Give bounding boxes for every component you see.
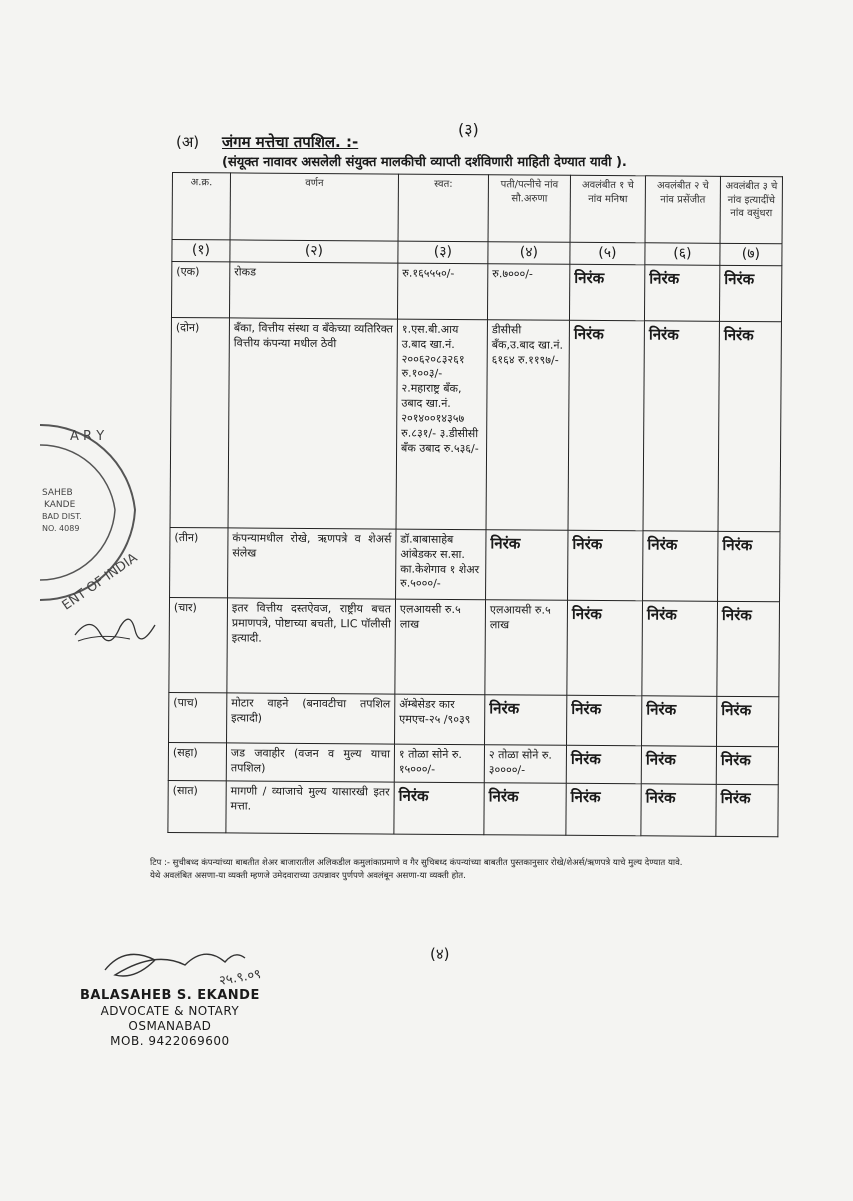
cell-desc: बँका, वित्तीय संस्था व बँकेच्या व्यतिरिक… bbox=[228, 317, 398, 529]
cell-spouse: निरंक bbox=[483, 782, 567, 836]
cell-self: १.एस.बी.आय उ.बाद खा.नं. २००६२०८३२६१ रु.१… bbox=[396, 318, 488, 530]
cell-spouse: २ तोळा सोने रु. ३००००/- bbox=[484, 744, 567, 784]
cell-no: (सहा) bbox=[168, 742, 227, 781]
cell-spouse: रु.७०००/- bbox=[487, 263, 570, 321]
cell-dep1: निरंक bbox=[565, 783, 642, 836]
column-number: (५) bbox=[569, 242, 646, 265]
table-row: (पाच) मोटार वाहने (बनावटीचा तपशिल इत्यादी… bbox=[168, 692, 779, 747]
cell-dep3: निरंक bbox=[716, 696, 779, 747]
table-row: (एक) रोकड रु.१६५५५०/- रु.७०००/- निरंक निरंक नि… bbox=[171, 261, 782, 322]
table-header-row: अ.क्र. वर्णन स्वत: पती/पत्नीचे नांव सौ.अ… bbox=[172, 172, 783, 244]
cell-spouse: निरंक bbox=[485, 529, 569, 601]
cell-no: (पाच) bbox=[168, 692, 227, 743]
cell-dep1: निरंक bbox=[566, 600, 643, 696]
cell-no: (दोन) bbox=[170, 317, 230, 528]
cell-dep2: निरंक bbox=[643, 320, 720, 532]
cell-dep2: निरंक bbox=[640, 783, 717, 837]
column-number: (१) bbox=[171, 239, 231, 262]
header-cell: पती/पत्नीचे नांव सौ.अरुणा bbox=[488, 174, 571, 243]
table-row: (चार) इतर वित्तीय दस्तऐवज, राष्ट्रीय बचत … bbox=[168, 597, 780, 697]
cell-no: (एक) bbox=[171, 261, 230, 318]
svg-text:NO. 4089: NO. 4089 bbox=[42, 524, 79, 533]
header-cell: अवलंबीत १ चे नांव मनिषा bbox=[570, 175, 646, 243]
cell-self: डॉ.बाबासाहेब आंबेडकर स.सा. का.केशेगाव १ … bbox=[395, 528, 487, 600]
page-number-top: (३) bbox=[458, 120, 479, 139]
cell-self: १ तोळा सोने रु. १५०००/- bbox=[394, 743, 485, 783]
column-number: (२) bbox=[229, 239, 399, 263]
cell-spouse: निरंक bbox=[484, 694, 567, 746]
cell-no: (चार) bbox=[168, 597, 228, 693]
notary-title: ADVOCATE & NOTARY bbox=[100, 1004, 240, 1019]
cell-dep2: निरंक bbox=[641, 695, 717, 747]
movable-assets-table: अ.क्र. वर्णन स्वत: पती/पत्नीचे नांव सौ.अ… bbox=[167, 172, 783, 837]
cell-dep3: निरंक bbox=[717, 531, 781, 602]
cell-dep3: निरंक bbox=[718, 321, 782, 532]
column-number: (४) bbox=[487, 241, 571, 265]
cell-desc: कंपन्यामधील रोखे, ऋणपत्रे व शेअर्स संलेख bbox=[227, 527, 397, 599]
cell-desc: जड जवाहीर (वजन व मुल्य याचा तपशिल) bbox=[226, 742, 395, 782]
cell-dep1: निरंक bbox=[569, 264, 645, 321]
header-cell: अवलंबीत २ चे नांव प्रसेंजीत bbox=[645, 175, 721, 244]
notary-mobile: MOB. 9422069600 bbox=[110, 1034, 230, 1049]
footnote-line: टिप :- सुचीबध्द कंपन्यांच्या बाबतीत शेअर… bbox=[150, 858, 683, 868]
cell-spouse: डीसीसी बँक,उ.बाद खा.नं. ६१६४ रु.११९७/- bbox=[486, 319, 570, 531]
cell-dep1: निरंक bbox=[566, 695, 642, 746]
cell-dep2: निरंक bbox=[644, 264, 720, 322]
column-number: (७) bbox=[719, 243, 783, 266]
cell-spouse: एलआयसी रु.५ लाख bbox=[484, 599, 568, 696]
cell-desc: मागणी / व्याजाचे मुल्य यासारखी इतर मत्ता… bbox=[225, 780, 395, 834]
cell-dep2: निरंक bbox=[642, 530, 719, 602]
column-number: (६) bbox=[644, 242, 721, 266]
header-cell: अवलंबीत ३ चे नांव इत्यादींचे नांव वसुंधर… bbox=[720, 176, 783, 244]
svg-text:KANDE: KANDE bbox=[44, 500, 76, 510]
cell-self: एलआयसी रु.५ लाख bbox=[394, 598, 486, 695]
cell-desc: मोटार वाहने (बनावटीचा तपशिल इत्यादी) bbox=[226, 692, 395, 744]
signature-left bbox=[74, 618, 156, 642]
section-title: जंगम मत्तेचा तपशिल. :- bbox=[222, 133, 359, 151]
notary-block: BALASAHEB S. EKANDE ADVOCATE & NOTARY OS… bbox=[80, 988, 260, 1049]
cell-dep1: निरंक bbox=[566, 745, 642, 784]
table-row: (सात) मागणी / व्याजाचे मुल्य यासारखी इतर … bbox=[167, 780, 779, 837]
notary-stamp: A R Y SAHEB KANDE BAD DIST. NO. 4089 ENT… bbox=[39, 423, 140, 614]
column-number: (३) bbox=[397, 241, 489, 264]
page-number-bottom: (४) bbox=[430, 945, 450, 963]
footnote-line: येथे अवलंबित असणा-या व्यक्ती म्हणजे उमेद… bbox=[150, 871, 466, 882]
svg-text:BAD DIST.: BAD DIST. bbox=[42, 512, 82, 521]
cell-self: निरंक bbox=[393, 781, 485, 835]
cell-dep3: निरंक bbox=[715, 784, 779, 837]
header-cell: स्वत: bbox=[398, 174, 489, 242]
cell-dep3: निरंक bbox=[719, 265, 782, 322]
table-row: (तीन) कंपन्यामधील रोखे, ऋणपत्रे व शेअर्स … bbox=[169, 527, 781, 602]
signature-date: २५.९.०९ bbox=[218, 967, 262, 989]
cell-self: रु.१६५५५०/- bbox=[397, 262, 488, 320]
table-row: (दोन) बँका, वित्तीय संस्था व बँकेच्या व्य… bbox=[170, 317, 782, 532]
svg-text:A R Y: A R Y bbox=[70, 429, 104, 444]
notary-city: OSMANABAD bbox=[128, 1019, 212, 1034]
header-cell: वर्णन bbox=[230, 172, 399, 242]
cell-dep3: निरंक bbox=[716, 746, 779, 785]
header-cell: अ.क्र. bbox=[172, 172, 231, 240]
cell-desc: रोकड bbox=[229, 261, 398, 319]
section-label: (अ) bbox=[176, 133, 200, 151]
cell-self: ॲम्बेसेडर कार एमएच-२५ /९०३९ bbox=[394, 693, 485, 745]
notary-signature: २५.९.०९ bbox=[104, 953, 262, 989]
cell-dep2: निरंक bbox=[641, 600, 718, 697]
cell-dep1: निरंक bbox=[568, 320, 645, 531]
cell-dep3: निरंक bbox=[716, 601, 780, 697]
table-row: (सहा) जड जवाहीर (वजन व मुल्य याचा तपशिल) १… bbox=[168, 742, 779, 785]
cell-no: (सात) bbox=[167, 780, 227, 833]
cell-dep2: निरंक bbox=[641, 745, 717, 785]
cell-desc: इतर वित्तीय दस्तऐवज, राष्ट्रीय बचत प्रमा… bbox=[226, 597, 396, 694]
cell-no: (तीन) bbox=[169, 527, 229, 598]
svg-text:SAHEB: SAHEB bbox=[42, 488, 73, 498]
cell-dep1: निरंक bbox=[567, 530, 644, 601]
footnote: टिप :- सुचीबध्द कंपन्यांच्या बाबतीत शेअर… bbox=[150, 857, 790, 883]
notary-name: BALASAHEB S. EKANDE bbox=[80, 988, 260, 1003]
section-subtitle: (संयूक्त नावावर असलेली संयुक्त मालकीची व… bbox=[222, 155, 627, 170]
